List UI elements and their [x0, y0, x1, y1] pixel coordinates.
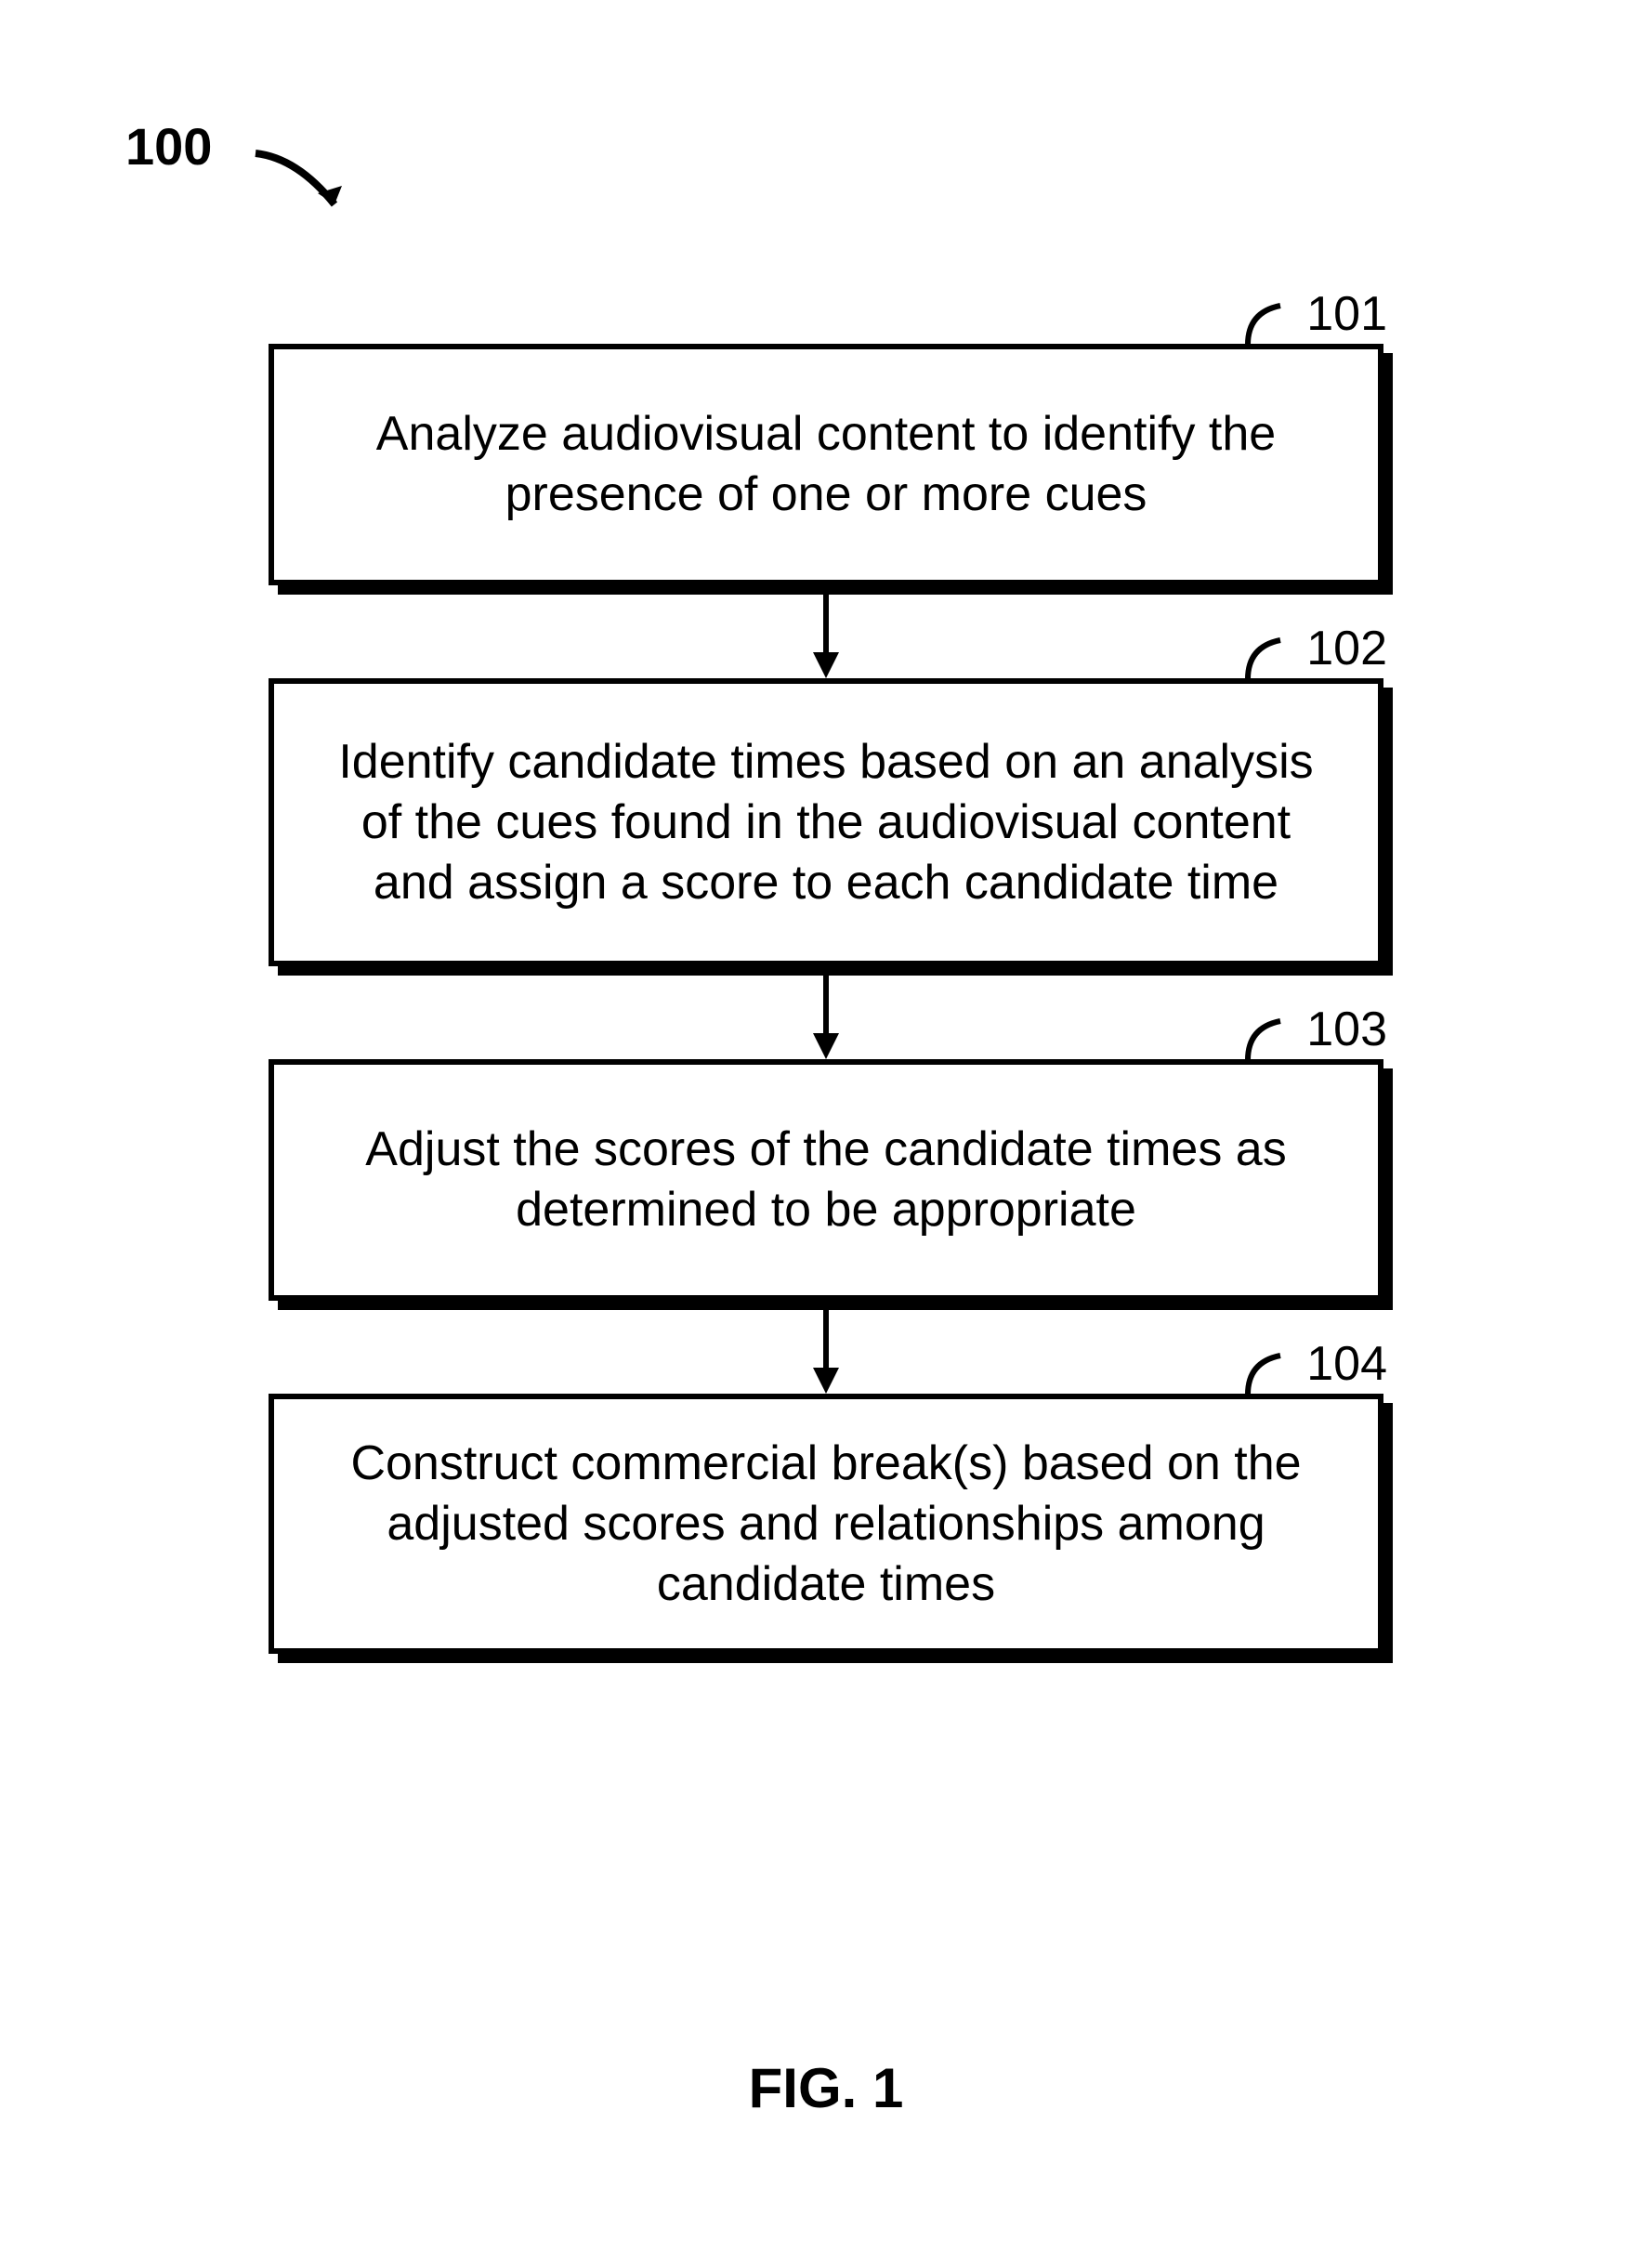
ref-curve-4	[1243, 1348, 1290, 1414]
box-text-4: Construct commercial break(s) based on t…	[321, 1434, 1331, 1615]
flowchart-box-2: 102 Identify candidate times based on an…	[269, 678, 1383, 966]
flowchart-box-1: 101 Analyze audiovisual content to ident…	[269, 344, 1383, 585]
box-text-3: Adjust the scores of the candidate times…	[321, 1120, 1331, 1240]
flowchart-box-3: 103 Adjust the scores of the candidate t…	[269, 1059, 1383, 1301]
ref-label-2: 102	[1306, 619, 1387, 679]
ref-label-3: 103	[1306, 1000, 1387, 1060]
arrow-2	[269, 966, 1383, 1059]
box-text-2: Identify candidate times based on an ana…	[321, 732, 1331, 913]
arrow-3	[269, 1301, 1383, 1394]
flowchart-title-ref: 100	[125, 116, 212, 177]
flowchart-container: 101 Analyze audiovisual content to ident…	[269, 344, 1383, 1654]
ref-label-4: 104	[1306, 1334, 1387, 1395]
ref-curve-3	[1243, 1014, 1290, 1080]
arrow-1	[269, 585, 1383, 678]
ref-curve-2	[1243, 633, 1290, 699]
ref-curve-1	[1243, 298, 1290, 364]
ref-label-1: 101	[1306, 284, 1387, 345]
title-arrow-curve	[251, 139, 362, 228]
flowchart-box-4: 104 Construct commercial break(s) based …	[269, 1394, 1383, 1654]
figure-label: FIG. 1	[749, 2056, 904, 2120]
box-text-1: Analyze audiovisual content to identify …	[321, 404, 1331, 525]
